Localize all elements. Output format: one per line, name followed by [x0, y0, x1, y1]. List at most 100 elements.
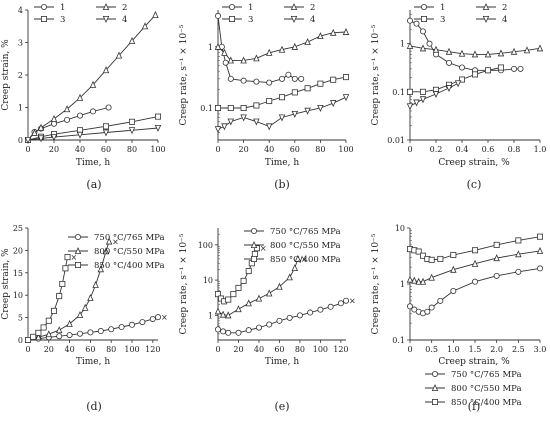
data-point: [291, 89, 298, 96]
chart-b: 0 20 40 60 80 100 0.1 1 Time, h Creep rate, s⁻¹ ×…: [179, 3, 354, 191]
data-point: [437, 255, 444, 262]
x-tick-label: 20: [239, 145, 249, 154]
data-point: [245, 299, 252, 307]
y-tick-label: 0: [18, 136, 23, 145]
legend-label: 2: [310, 3, 315, 13]
x-tick-label: 60: [85, 345, 95, 354]
y-tick-label: 0.1: [392, 336, 405, 345]
y-tick-label: 5: [18, 314, 23, 323]
data-point: [458, 49, 466, 57]
data-point: [128, 36, 136, 44]
data-point: [149, 315, 156, 322]
rupture-mark: ×: [112, 237, 119, 246]
legend-marker: [41, 15, 48, 22]
legend-label: 3: [248, 15, 253, 25]
data-point: [265, 48, 273, 56]
data-point: [537, 265, 544, 272]
data-point: [276, 317, 283, 324]
data-point: [471, 278, 478, 285]
data-point: [419, 44, 427, 52]
data-point: [230, 291, 237, 298]
x-tick-label: 40: [65, 345, 75, 354]
data-point: [471, 259, 479, 267]
data-point: [225, 296, 232, 303]
panel-caption: (e): [274, 400, 289, 413]
legend-label: 4: [310, 15, 315, 25]
data-point: [76, 93, 84, 101]
data-point: [103, 123, 110, 130]
data-point: [510, 65, 517, 72]
y-axis-label: Creep rate, s⁻¹ × 10⁻⁵: [179, 24, 189, 125]
chart-a: 0 20 40 60 80 100 0 1 2 3 4 Time, h Creep strain, % 1…: [1, 3, 166, 191]
x-tick-label: 80: [295, 345, 305, 354]
legend-marker: [420, 15, 427, 22]
legend-marker: [228, 4, 235, 10]
y-tick-label: 10: [13, 291, 23, 300]
legend-marker: [102, 15, 110, 23]
x-tick-label: 100: [338, 145, 353, 154]
x-tick-label: 0: [407, 145, 412, 154]
data-point: [59, 280, 66, 287]
data-point: [105, 237, 113, 245]
legend-label: 4: [502, 15, 507, 25]
data-point: [45, 330, 53, 338]
series-2: [406, 41, 544, 58]
data-point: [291, 264, 299, 272]
series-2: [24, 10, 159, 144]
data-point: [330, 76, 337, 83]
legend-label: 1: [60, 3, 65, 13]
data-point: [458, 64, 465, 71]
x-axis-label: Time, h: [76, 357, 110, 367]
data-point: [445, 59, 452, 66]
data-point: [31, 128, 38, 136]
data-point: [105, 104, 112, 111]
data-point: [214, 307, 222, 315]
data-point: [329, 28, 337, 36]
legend-marker: [250, 227, 257, 234]
series-1: [406, 265, 544, 317]
legend-label: 850 °C/400 MPa: [94, 261, 165, 271]
data-point: [265, 123, 273, 131]
data-point: [419, 28, 426, 35]
data-point: [406, 303, 413, 310]
legend-label: 800 °C/550 MPa: [270, 241, 341, 251]
series-line: [409, 20, 521, 71]
data-point: [139, 319, 146, 326]
data-point: [66, 332, 73, 339]
data-point: [454, 80, 462, 88]
data-point: [406, 103, 414, 111]
data-point: [419, 277, 427, 285]
series-1: ×: [24, 313, 168, 343]
data-point: [406, 275, 414, 283]
data-point: [276, 282, 283, 290]
x-tick-label: 20: [233, 345, 243, 354]
legend-label: 750 °C/765 MPa: [451, 370, 522, 380]
data-point: [342, 94, 350, 102]
data-point: [141, 22, 149, 30]
x-tick-label: 40: [254, 345, 264, 354]
data-point: [419, 88, 426, 95]
data-point: [493, 272, 500, 279]
data-point: [154, 314, 161, 321]
data-point: [45, 317, 52, 324]
legend-marker: [41, 4, 48, 10]
data-point: [317, 306, 324, 313]
y-tick-label: 1: [208, 311, 213, 320]
data-point: [92, 280, 99, 288]
data-point: [497, 64, 504, 71]
data-point: [515, 268, 522, 275]
data-point: [128, 118, 135, 125]
y-tick-label: 10: [203, 276, 213, 285]
data-point: [50, 114, 58, 122]
series-line: [27, 116, 159, 141]
data-point: [235, 329, 242, 336]
data-point: [97, 328, 104, 335]
data-point: [77, 330, 84, 337]
data-point: [296, 312, 303, 319]
data-point: [76, 310, 84, 318]
x-tick-label: 0: [25, 345, 30, 354]
data-point: [286, 273, 293, 281]
data-point: [342, 28, 350, 35]
